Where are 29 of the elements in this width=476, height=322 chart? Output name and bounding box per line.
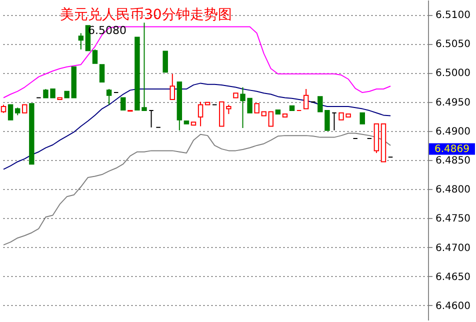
y-tick-label: 6.4850	[436, 156, 470, 166]
line-series	[3, 26, 392, 98]
candlestick	[268, 111, 274, 127]
candlestick	[360, 112, 365, 124]
y-tick-label: 6.4600	[436, 300, 470, 312]
candlestick	[303, 88, 309, 110]
candlestick	[170, 73, 176, 100]
y-tick-label: 6.5000	[436, 68, 470, 80]
candlestick	[78, 32, 84, 50]
candlestick	[254, 103, 260, 114]
chart-title: 美元兑人民币30分钟走势图	[60, 7, 232, 23]
y-tick-label: 6.4800	[436, 184, 470, 196]
y-tick-label: 6.4650	[436, 272, 470, 283]
text: 6.4869	[434, 144, 470, 155]
candlestick	[198, 101, 204, 127]
candlestick	[8, 104, 14, 120]
candlestick	[162, 50, 168, 73]
line-series	[3, 82, 392, 170]
candlestick	[92, 48, 98, 64]
candlestick	[106, 88, 112, 106]
y-tick-label: 6.4700	[436, 242, 470, 254]
candlestick	[120, 97, 126, 110]
line-series	[3, 132, 392, 246]
y-tick-label: 6.5100	[436, 10, 470, 22]
y-tick-label: 6.4750	[436, 214, 470, 225]
y-tick-label: 6.5050	[436, 39, 470, 50]
y-tick-label: 6.4950	[436, 97, 470, 108]
candlestick	[99, 64, 105, 83]
y-tick-label: 6.4900	[436, 126, 470, 138]
